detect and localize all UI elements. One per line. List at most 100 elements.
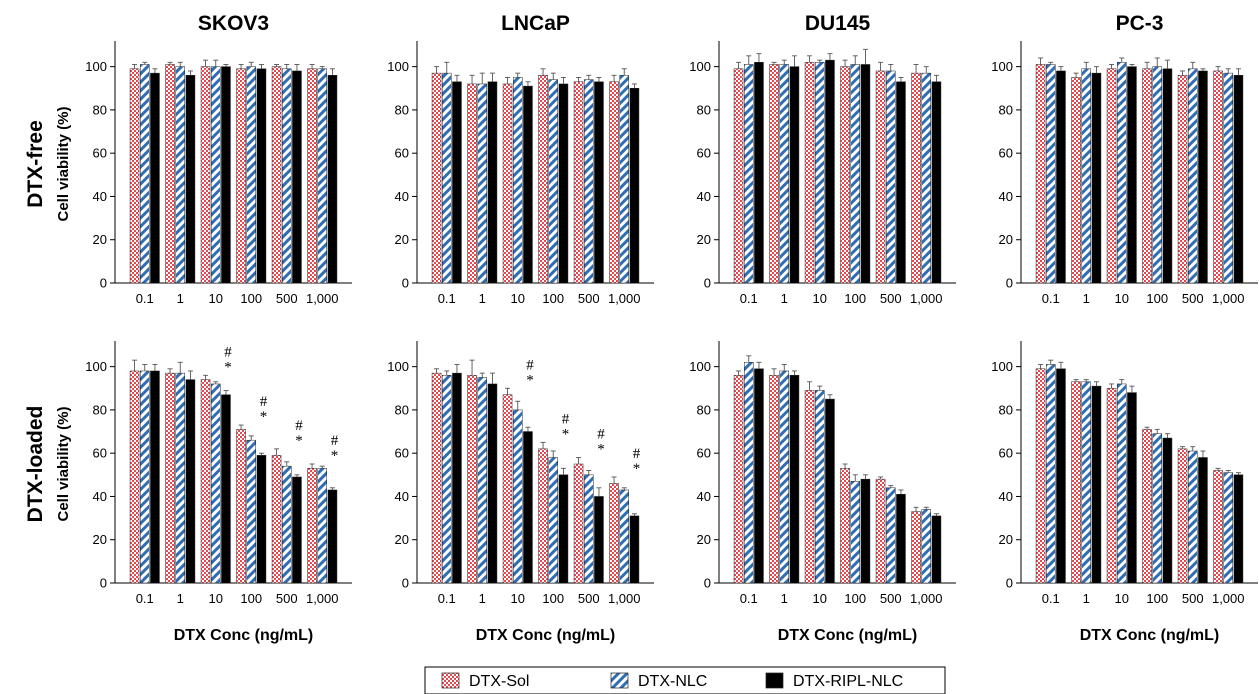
bar-dtx-nlc (1152, 433, 1162, 584)
x-tick-label: 1 (781, 291, 788, 306)
bar-dtx-sol (1071, 77, 1081, 284)
bar-dtx-ripl-nlc (1198, 457, 1208, 584)
y-tick-label: 80 (697, 102, 711, 117)
bar-dtx-sol (502, 394, 513, 584)
y-tick-label: 20 (999, 232, 1013, 247)
y-tick-label: 20 (999, 532, 1013, 547)
bar-dtx-sol (538, 448, 548, 584)
x-tick-label: 500 (276, 591, 298, 606)
x-tick-label: 1,000 (910, 591, 943, 606)
y-tick-label: 100 (85, 59, 107, 74)
x-tick-label: 1 (479, 591, 486, 606)
x-tick-label: 500 (880, 591, 902, 606)
bar-dtx-nlc (1081, 68, 1091, 284)
y-tick-label: 60 (999, 446, 1013, 461)
significance-hash: # (331, 433, 339, 449)
bar-dtx-sol (467, 375, 477, 584)
bar-dtx-sol (307, 68, 317, 284)
x-tick-label: 100 (1146, 591, 1168, 606)
y-tick-label: 100 (991, 59, 1013, 74)
bar-dtx-nlc (584, 474, 594, 584)
bar-dtx-sol (165, 372, 175, 584)
bar-dtx-nlc (921, 72, 931, 284)
bar-dtx-sol (271, 66, 282, 284)
bar-dtx-sol (1213, 70, 1223, 284)
x-tick-label: 100 (1146, 291, 1168, 306)
bar-dtx-sol (502, 83, 513, 284)
y-tick-label: 80 (999, 402, 1013, 417)
legend-swatch-dtx-ripl-nlc (765, 672, 784, 689)
bar-dtx-nlc (1223, 472, 1233, 584)
y-tick-label: 0 (402, 576, 409, 591)
panel-1-2: 0 20 40 60 80 100 0.1 1 10 100 500 1,000 DTX Conc (n… (689, 341, 956, 644)
bar-dtx-ripl-nlc (754, 62, 764, 284)
bar-dtx-sol (1213, 470, 1223, 584)
bar-dtx-sol (1035, 64, 1046, 284)
bar-dtx-ripl-nlc (629, 515, 640, 584)
panel-title: DU145 (805, 12, 871, 35)
bar-dtx-nlc (211, 383, 221, 584)
bar-dtx-nlc (442, 72, 452, 284)
bar-dtx-sol (431, 372, 442, 584)
y-axis-label: Cell viability (%) (55, 406, 72, 521)
x-tick-label: 0.1 (740, 591, 758, 606)
bar-dtx-ripl-nlc (1198, 70, 1208, 284)
bar-dtx-ripl-nlc (327, 489, 338, 584)
bar-dtx-nlc (619, 75, 629, 284)
x-tick-label: 1,000 (306, 591, 339, 606)
x-tick-label: 10 (813, 591, 827, 606)
y-tick-label: 0 (402, 276, 409, 291)
significance-star: * (331, 448, 339, 464)
y-tick-label: 0 (100, 576, 107, 591)
x-tick-label: 10 (813, 291, 827, 306)
bar-dtx-ripl-nlc (1127, 392, 1137, 584)
bar-dtx-sol (769, 375, 779, 584)
x-tick-label: 500 (276, 291, 298, 306)
bar-dtx-nlc (850, 481, 860, 584)
x-tick-label: 1 (1083, 291, 1090, 306)
significance-star: * (562, 426, 570, 442)
bar-dtx-nlc (1188, 68, 1198, 284)
bar-dtx-ripl-nlc (256, 68, 267, 284)
x-tick-label: 1,000 (1212, 291, 1245, 306)
bar-dtx-ripl-nlc (185, 379, 196, 584)
x-tick-label: 1,000 (306, 291, 339, 306)
bar-dtx-sol (200, 66, 211, 284)
row-label-0: DTX-free (24, 120, 47, 208)
bar-dtx-ripl-nlc (896, 81, 906, 284)
y-tick-label: 40 (697, 189, 711, 204)
panel-title: LNCaP (501, 12, 570, 35)
y-tick-label: 0 (1006, 576, 1013, 591)
y-tick-label: 20 (93, 232, 107, 247)
bar-dtx-sol (1106, 68, 1117, 284)
y-tick-label: 60 (395, 446, 409, 461)
bar-dtx-nlc (1117, 62, 1127, 284)
y-tick-label: 100 (689, 359, 711, 374)
significance-hash: # (224, 344, 232, 360)
x-tick-label: 0.1 (740, 291, 758, 306)
x-tick-label: 0.1 (136, 291, 154, 306)
bar-dtx-ripl-nlc (825, 59, 835, 284)
bar-dtx-sol (804, 62, 815, 284)
bar-dtx-nlc (477, 377, 487, 584)
y-tick-label: 0 (1006, 276, 1013, 291)
y-tick-label: 60 (93, 146, 107, 161)
bar-dtx-sol (573, 81, 584, 284)
significance-hash: # (295, 418, 303, 434)
y-tick-label: 40 (93, 189, 107, 204)
bar-dtx-nlc (513, 409, 523, 584)
legend-swatch-dtx-sol (441, 672, 460, 689)
y-axis-label: Cell viability (%) (55, 106, 72, 221)
panel-0-0: SKOV3 0 20 40 60 80 100 0.1 1 10 100 500 1,000 Cell v… (55, 12, 352, 306)
bar-dtx-sol (271, 455, 282, 584)
y-tick-label: 0 (100, 276, 107, 291)
panel-0-3: PC-3 0 20 40 60 80 100 0.1 1 10 100 500 1,000 (991, 12, 1258, 306)
bar-dtx-nlc (886, 70, 896, 284)
significance-star: * (260, 409, 268, 425)
significance-star: * (597, 442, 605, 458)
bar-dtx-nlc (246, 66, 256, 284)
y-tick-label: 0 (704, 276, 711, 291)
y-tick-label: 100 (387, 359, 409, 374)
bar-dtx-nlc (246, 439, 256, 584)
